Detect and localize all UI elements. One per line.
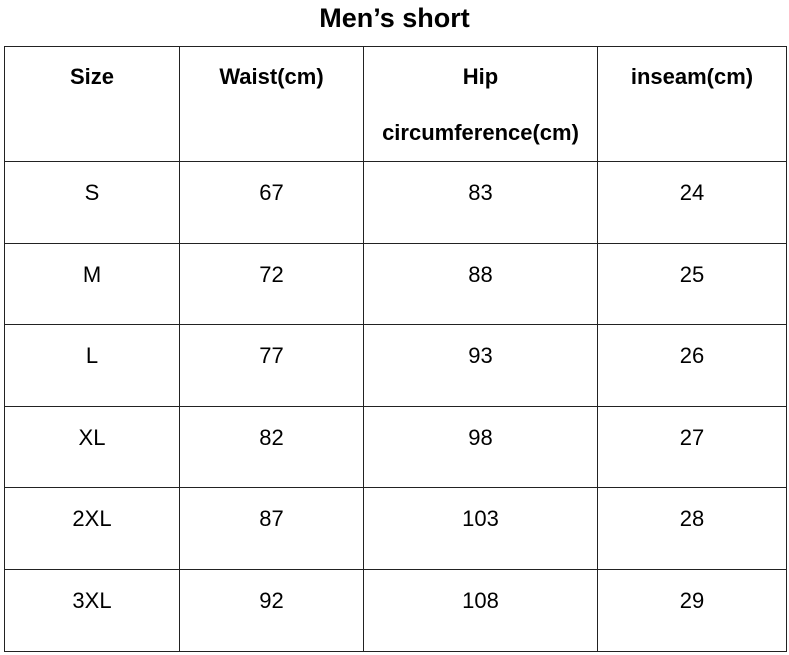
table-cell: 77 bbox=[179, 324, 364, 407]
table-cell: 98 bbox=[363, 405, 598, 489]
table-cell: S bbox=[4, 161, 180, 244]
table-cell: 92 bbox=[179, 568, 364, 652]
table-cell: 108 bbox=[363, 568, 598, 652]
table-cell: 88 bbox=[363, 242, 598, 326]
table-cell: 3XL bbox=[4, 568, 180, 652]
table-cell: 25 bbox=[597, 242, 787, 326]
header-cell: Size bbox=[4, 46, 180, 162]
table-cell: 103 bbox=[363, 487, 598, 570]
table-row: 3XL 92 108 29 bbox=[4, 568, 787, 652]
table-row: S 67 83 24 bbox=[4, 161, 787, 244]
table-cell: XL bbox=[4, 405, 180, 489]
header-cell: Hip circumference(cm) bbox=[363, 46, 598, 162]
table-row: M 72 88 25 bbox=[4, 242, 787, 326]
table-cell: 24 bbox=[597, 161, 787, 244]
table-row: XL 82 98 27 bbox=[4, 405, 787, 489]
header-row: Size Waist(cm) Hip circumference(cm) inseam… bbox=[4, 46, 787, 162]
table-row: 2XL 87 103 28 bbox=[4, 487, 787, 570]
table-title: Men’s short bbox=[319, 3, 470, 33]
table-cell: 27 bbox=[597, 405, 787, 489]
table-cell: 72 bbox=[179, 242, 364, 326]
table-cell: L bbox=[4, 324, 180, 407]
table-cell: M bbox=[4, 242, 180, 326]
size-table: Size Waist(cm) Hip circumference(cm) inseam… bbox=[4, 46, 787, 652]
header-cell: Waist(cm) bbox=[179, 46, 364, 162]
table-body: S 67 83 24 M 72 88 25 L 77 93 26 XL 82 98 27 2XL 87 103 28 3… bbox=[4, 161, 787, 652]
table-cell: 67 bbox=[179, 161, 364, 244]
table-cell: 29 bbox=[597, 568, 787, 652]
table-cell: 93 bbox=[363, 324, 598, 407]
header-cell: inseam(cm) bbox=[597, 46, 787, 162]
table-cell: 26 bbox=[597, 324, 787, 407]
table-cell: 2XL bbox=[4, 487, 180, 570]
table-cell: 87 bbox=[179, 487, 364, 570]
table-cell: 83 bbox=[363, 161, 598, 244]
table-cell: 82 bbox=[179, 405, 364, 489]
table-cell: 28 bbox=[597, 487, 787, 570]
table-row: L 77 93 26 bbox=[4, 324, 787, 407]
